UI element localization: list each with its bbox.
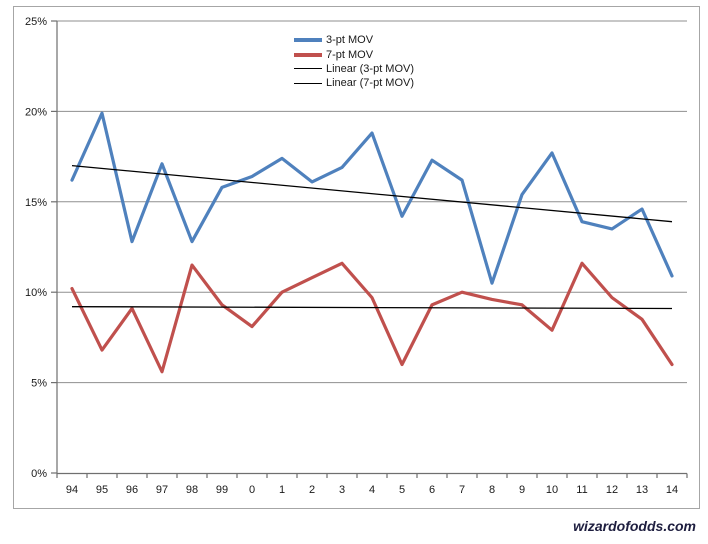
- x-tick-label: 12: [606, 484, 618, 496]
- legend-swatch-linear-3pt: [294, 68, 322, 70]
- legend-swatch-linear-7pt: [294, 82, 322, 84]
- x-tick-label: 97: [156, 484, 168, 496]
- chart-frame: [13, 6, 700, 509]
- legend-item-3pt-mov: 3-pt MOV: [294, 33, 414, 47]
- legend-item-linear-3pt: Linear (3-pt MOV): [294, 62, 414, 76]
- x-tick-label: 96: [126, 484, 138, 496]
- y-tick-label: 5%: [31, 378, 47, 390]
- x-tick-label: 94: [66, 484, 78, 496]
- x-tick-label: 9: [519, 484, 525, 496]
- y-tick-label: 20%: [25, 106, 47, 118]
- x-tick-label: 3: [339, 484, 345, 496]
- y-tick-label: 0%: [31, 468, 47, 480]
- legend: 3-pt MOV 7-pt MOV Linear (3-pt MOV) Line…: [294, 33, 414, 91]
- y-tick-label: 25%: [25, 16, 47, 28]
- legend-item-linear-7pt: Linear (7-pt MOV): [294, 76, 414, 90]
- x-tick-label: 0: [249, 484, 255, 496]
- x-tick-label: 4: [369, 484, 375, 496]
- legend-label-7pt-mov: 7-pt MOV: [326, 48, 374, 61]
- legend-label-3pt-mov: 3-pt MOV: [326, 34, 374, 47]
- x-tick-label: 8: [489, 484, 495, 496]
- legend-swatch-7pt-mov: [294, 52, 322, 57]
- legend-swatch-3pt-mov: [294, 38, 322, 43]
- x-tick-label: 1: [279, 484, 285, 496]
- x-tick-label: 10: [546, 484, 558, 496]
- x-tick-label: 6: [429, 484, 435, 496]
- x-tick-label: 95: [96, 484, 108, 496]
- x-tick-label: 98: [186, 484, 198, 496]
- watermark-text: wizardofodds.com: [573, 518, 696, 534]
- series-line-7-pt-mov: [70, 261, 674, 374]
- x-tick-label: 5: [399, 484, 405, 496]
- trendline-linear-7-pt-mov-: [71, 306, 673, 310]
- legend-label-linear-3pt: Linear (3-pt MOV): [326, 62, 415, 75]
- x-tick-label: 13: [636, 484, 648, 496]
- x-tick-label: 99: [216, 484, 228, 496]
- legend-label-linear-7pt: Linear (7-pt MOV): [326, 77, 415, 90]
- y-tick-label: 15%: [25, 197, 47, 209]
- legend-item-7pt-mov: 7-pt MOV: [294, 47, 414, 61]
- x-tick-label: 14: [666, 484, 678, 496]
- x-tick-label: 11: [576, 484, 587, 496]
- x-tick-label: 2: [309, 484, 315, 496]
- trendline-linear-3-pt-mov-: [71, 164, 673, 223]
- y-tick-label: 10%: [25, 287, 47, 299]
- x-tick-label: 7: [459, 484, 465, 496]
- series-line-3-pt-mov: [70, 111, 674, 285]
